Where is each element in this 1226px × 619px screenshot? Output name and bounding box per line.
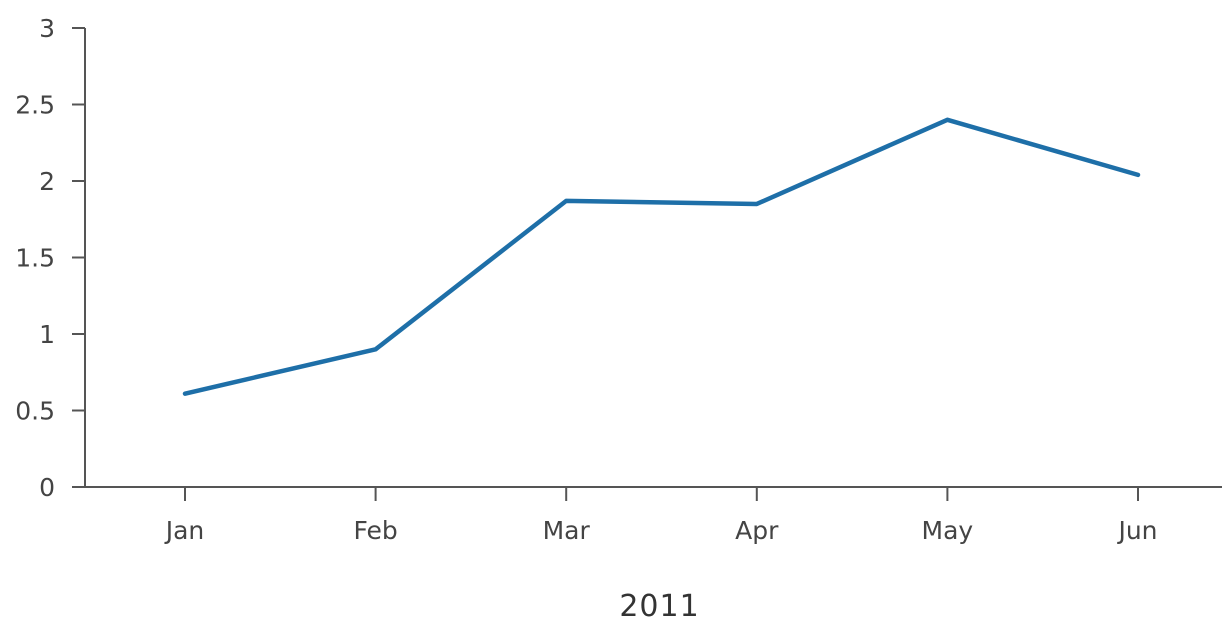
y-tick-label: 2.5	[15, 91, 55, 120]
y-tick-label: 2	[39, 167, 55, 196]
x-tick-label: Jan	[164, 516, 205, 545]
x-tick-label: Feb	[353, 516, 397, 545]
y-tick-label: 0	[39, 473, 55, 502]
x-tick-label: Mar	[543, 516, 591, 545]
x-tick-label: Apr	[735, 516, 779, 545]
x-tick-label: Jun	[1116, 516, 1157, 545]
x-axis-ticks: Jan Feb Mar Apr May Jun	[164, 487, 1158, 545]
x-tick-label: May	[922, 516, 974, 545]
y-tick-label: 3	[39, 14, 55, 43]
y-tick-label: 1	[39, 320, 55, 349]
y-axis-ticks: 0 0.5 1 1.5 2 2.5 3	[15, 14, 85, 502]
x-axis-title: 2011	[619, 589, 699, 619]
series-line	[182, 117, 1141, 396]
y-tick-label: 0.5	[15, 397, 55, 426]
y-tick-label: 1.5	[15, 244, 55, 273]
series-group	[182, 117, 1141, 396]
